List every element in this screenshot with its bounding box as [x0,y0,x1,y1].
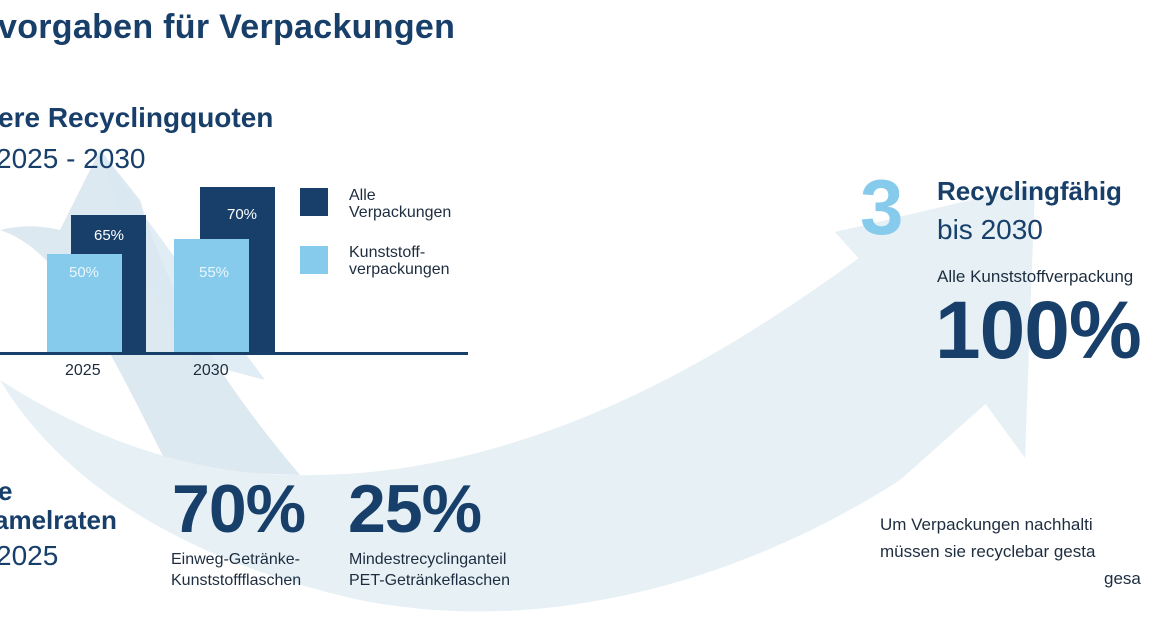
footer-line3: gesa [1104,569,1141,588]
footer-line1: Um Verpackungen nachhalti [880,515,1093,534]
footer-line2: müssen sie recyclebar gesta [880,542,1096,561]
stat-caption-25-line1: Mindestrecyclinganteil [349,551,507,568]
recycling-quotas-heading: ere Recyclingquoten [0,102,274,133]
section-number-3: 3 [860,163,904,251]
stat-caption-70-line2: Kunststoffflaschen [171,572,302,589]
stat-caption-70-line1: Einweg-Getränke- [171,551,300,568]
x-tick-2030: 2030 [193,362,229,379]
recyclability-caption: Alle Kunststoffverpackung [937,267,1134,286]
recycling-quotas-years: 2025 - 2030 [0,143,146,174]
stat-caption-25-line2: PET-Getränkeflaschen [349,572,510,589]
recyclability-subheading: bis 2030 [937,214,1043,245]
bar-label-2025-kunststoff: 50% [69,264,100,281]
arrow-bottom-arc [0,230,1000,612]
legend-label-alle-line1: Alle [349,187,376,204]
footer-text: Um Verpackungen nachhalti müssen sie rec… [880,511,1153,592]
bar-label-2030-kunststoff: 55% [199,264,230,281]
stat-caption-25: Mindestrecyclinganteil PET-Getränkeflasc… [349,549,510,591]
bar-2030-kunststoff [174,239,249,354]
bar-2025-kunststoff [47,254,122,354]
legend-label-alle: Alle Verpackungen [349,187,451,221]
arrow-right-head [835,185,1035,458]
collection-year: 2025 [0,540,59,571]
stat-value-25: 25% [348,471,482,547]
legend-label-kunststoff: Kunststoff- verpackungen [349,244,450,278]
page-title: vorgaben für Verpackungen [0,8,456,46]
collection-heading-line1: e [0,476,13,506]
x-tick-2025: 2025 [65,362,101,379]
legend-label-kunststoff-line2: verpackungen [349,261,450,278]
legend-swatch-alle [300,188,328,216]
legend-label-alle-line2: Verpackungen [349,204,452,221]
stat-value-70: 70% [172,471,306,547]
bar-label-2030-alle: 70% [227,206,258,223]
collection-heading-line2: amelraten [0,505,117,535]
legend-label-kunststoff-line1: Kunststoff- [349,244,426,261]
recyclability-value: 100% [935,285,1142,376]
bar-label-2025-alle: 65% [94,227,125,244]
stat-caption-70: Einweg-Getränke- Kunststoffflaschen [171,549,301,591]
recyclability-heading: Recyclingfähig [937,176,1122,206]
legend-swatch-kunststoff [300,246,328,274]
x-axis-line [0,352,468,355]
